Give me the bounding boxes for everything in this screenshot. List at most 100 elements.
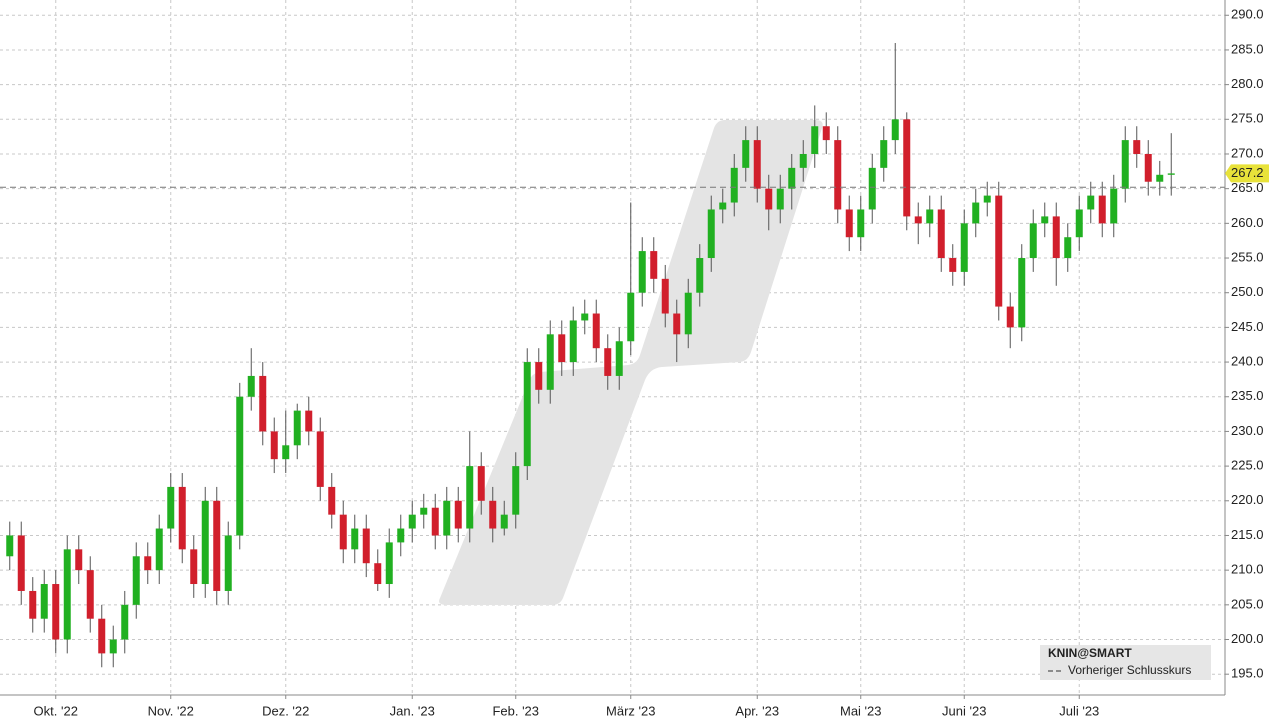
candle-body <box>569 320 577 363</box>
candle-body <box>638 251 646 293</box>
x-tick-label: Okt. '22 <box>34 703 78 718</box>
candle-body <box>1156 174 1164 182</box>
candle-body <box>1018 258 1026 328</box>
candle-body <box>535 362 543 390</box>
candle-body <box>270 431 278 460</box>
candle-body <box>351 528 359 550</box>
legend-title: KNIN@SMART <box>1048 646 1132 660</box>
candle-body <box>1110 188 1118 224</box>
candle-body <box>742 140 750 168</box>
y-tick-label: 215.0 <box>1231 527 1264 542</box>
candle-body <box>132 556 140 605</box>
candle-body <box>995 195 1003 307</box>
y-tick-label: 195.0 <box>1231 666 1264 681</box>
candle-body <box>63 549 71 640</box>
candle-body <box>650 251 658 279</box>
candle-body <box>155 528 163 571</box>
candle-body <box>834 140 842 210</box>
candles <box>0 43 1225 668</box>
y-tick-label: 250.0 <box>1231 284 1264 299</box>
candle-body <box>454 500 462 529</box>
candle-body <box>477 466 485 501</box>
candle-body <box>880 140 888 168</box>
y-tick-label: 225.0 <box>1231 458 1264 473</box>
y-tick-label: 270.0 <box>1231 145 1264 160</box>
last-price-tag <box>1225 164 1269 183</box>
legend: KNIN@SMART Vorheriger Schlusskurs <box>1040 645 1211 680</box>
candle-body <box>293 410 301 446</box>
candle-body <box>190 549 198 585</box>
x-tick-label: Juli '23 <box>1059 703 1099 718</box>
candle-body <box>121 604 129 640</box>
candle-body <box>282 445 290 460</box>
y-tick-label: 280.0 <box>1231 76 1264 91</box>
candle-body <box>500 514 508 529</box>
candle-body <box>926 209 934 224</box>
candle-body <box>167 486 175 529</box>
last-price-label: 267.2 <box>1231 165 1264 180</box>
candle-body <box>6 535 14 557</box>
candle-body <box>546 334 554 390</box>
candle-body <box>1087 195 1095 210</box>
candle-body <box>374 563 382 585</box>
trend-channel <box>439 120 823 605</box>
y-tick-label: 260.0 <box>1231 215 1264 230</box>
candle-body <box>144 556 152 571</box>
candle-body <box>443 500 451 536</box>
candle-body <box>903 119 911 217</box>
candle-body <box>40 584 48 619</box>
candle-body <box>75 549 83 571</box>
y-tick-label: 245.0 <box>1231 319 1264 334</box>
candle-body <box>558 334 566 363</box>
axes: 195.0 200.0 205.0 210.0 215.0 220.0 225.0 230.0… <box>34 7 1269 718</box>
candle-body <box>949 258 957 272</box>
candle-body <box>845 209 853 238</box>
candle-body <box>765 188 773 210</box>
candle-body <box>1006 306 1014 328</box>
candle-body <box>753 140 761 189</box>
candle-body <box>822 126 830 141</box>
candle-body <box>385 542 393 585</box>
candle-body <box>1121 140 1129 189</box>
candle-body <box>408 514 416 529</box>
candle-body <box>29 590 37 619</box>
candle-body <box>328 486 336 515</box>
candle-body <box>17 535 25 591</box>
legend-box <box>1040 645 1211 680</box>
candle-body <box>224 535 232 591</box>
candle-body <box>52 584 60 640</box>
candle-body <box>1075 209 1083 238</box>
candle-body <box>523 362 531 467</box>
candle-body <box>719 202 727 210</box>
y-tick-label: 210.0 <box>1231 562 1264 577</box>
y-tick-label: 285.0 <box>1231 41 1264 56</box>
candle-body <box>98 618 106 654</box>
candle-body <box>696 258 704 293</box>
y-tick-label: 220.0 <box>1231 492 1264 507</box>
y-tick-label: 200.0 <box>1231 631 1264 646</box>
candle-body <box>1052 216 1060 259</box>
candle-body <box>1041 216 1049 224</box>
candle-body <box>259 375 267 432</box>
candle-body <box>707 209 715 259</box>
candle-body <box>868 167 876 210</box>
candle-body <box>178 486 186 550</box>
candle-body <box>581 313 589 321</box>
y-tick-label: 290.0 <box>1231 7 1264 22</box>
x-tick-label: Jan. '23 <box>390 703 435 718</box>
legend-label: Vorheriger Schlusskurs <box>1068 663 1191 677</box>
y-tick-label: 235.0 <box>1231 388 1264 403</box>
candle-body <box>1144 153 1152 182</box>
candle-body <box>1098 195 1106 224</box>
candle-body <box>339 514 347 550</box>
candle-body <box>236 396 244 536</box>
candle-body <box>316 431 324 487</box>
candle-body <box>627 292 635 342</box>
y-tick-label: 205.0 <box>1231 596 1264 611</box>
candle-body <box>1167 173 1175 175</box>
candle-body <box>489 500 497 529</box>
candle-body <box>592 313 600 349</box>
candle-body <box>661 278 669 314</box>
x-tick-label: Dez. '22 <box>262 703 309 718</box>
